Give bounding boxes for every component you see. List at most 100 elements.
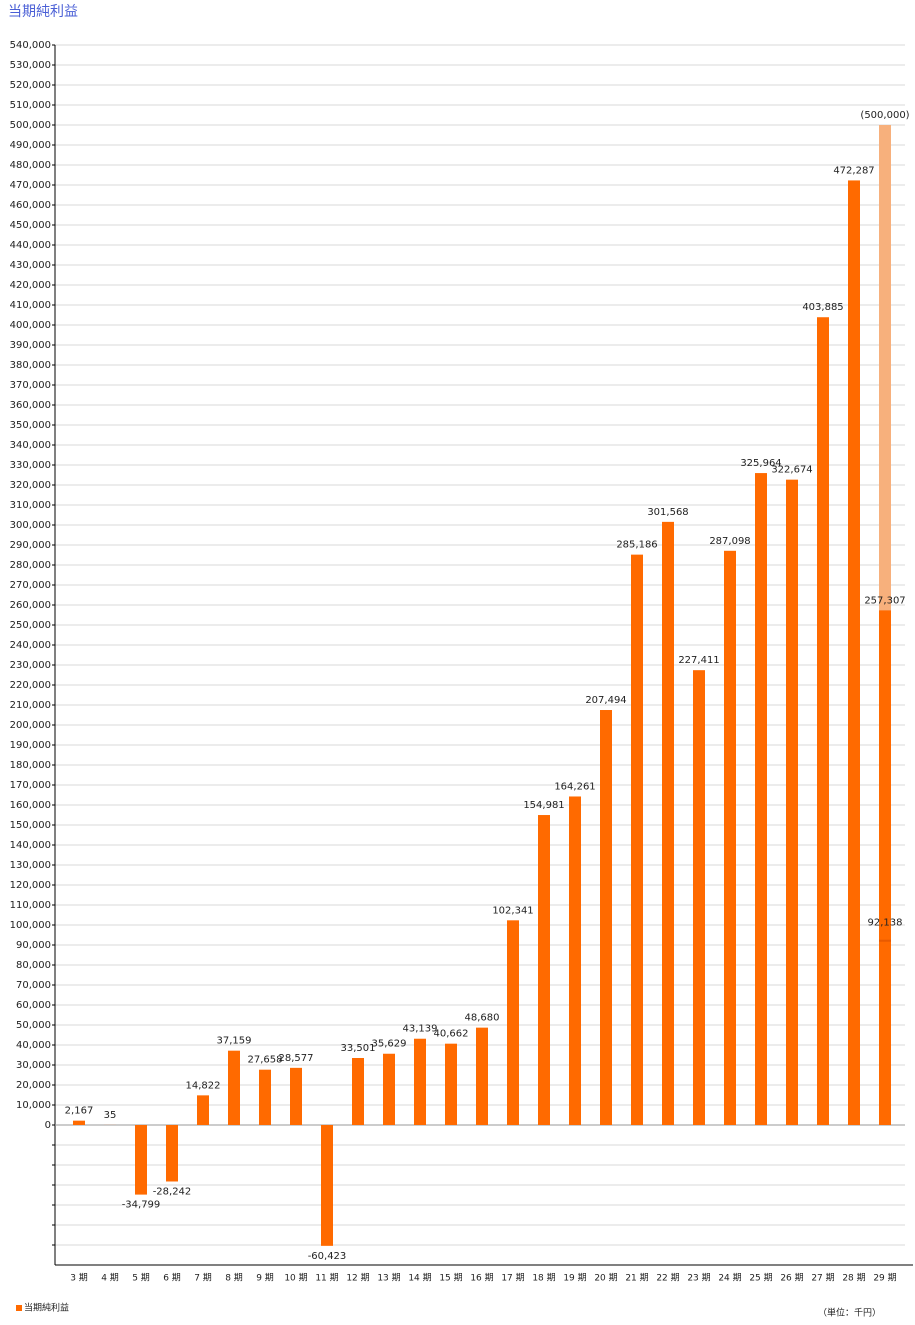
value-label: 403,885: [802, 302, 843, 313]
value-label: 102,341: [492, 905, 533, 916]
x-tick-label: 14 期: [408, 1273, 431, 1284]
y-tick-label: 320,000: [10, 480, 51, 491]
value-label: 48,680: [465, 1013, 500, 1024]
y-tick-label: 130,000: [10, 860, 51, 871]
bar: [631, 555, 643, 1125]
y-tick-label: 190,000: [10, 740, 51, 751]
y-tick-label: 440,000: [10, 240, 51, 251]
value-label: 285,186: [616, 540, 657, 551]
y-tick-label: 360,000: [10, 400, 51, 411]
y-tick-label: 330,000: [10, 460, 51, 471]
y-tick-label: 200,000: [10, 720, 51, 731]
x-tick-label: 25 期: [749, 1273, 772, 1284]
x-tick-label: 18 期: [532, 1273, 555, 1284]
y-tick-label: 10,000: [16, 1100, 51, 1111]
x-tick-label: 20 期: [594, 1273, 617, 1284]
bar: [879, 610, 891, 1125]
y-tick-label: 540,000: [10, 40, 51, 51]
x-tick-label: 28 期: [842, 1273, 865, 1284]
x-tick-label: 24 期: [718, 1273, 741, 1284]
legend-swatch: [16, 1305, 22, 1311]
x-tick-label: 6 期: [163, 1273, 181, 1284]
bar: [73, 1121, 85, 1125]
y-tick-label: 380,000: [10, 360, 51, 371]
x-tick-label: 23 期: [687, 1273, 710, 1284]
y-tick-label: 0: [45, 1120, 51, 1131]
bar: [693, 670, 705, 1125]
y-tick-label: 450,000: [10, 220, 51, 231]
value-label: 164,261: [554, 781, 595, 792]
y-tick-label: 530,000: [10, 60, 51, 71]
y-tick-label: 80,000: [16, 960, 51, 971]
x-tick-label: 4 期: [101, 1273, 119, 1284]
y-tick-label: 390,000: [10, 340, 51, 351]
bar: [197, 1095, 209, 1125]
y-tick-label: 340,000: [10, 440, 51, 451]
bar: [538, 815, 550, 1125]
x-tick-label: 12 期: [346, 1273, 369, 1284]
y-tick-label: 90,000: [16, 940, 51, 951]
y-tick-label: 410,000: [10, 300, 51, 311]
x-tick-label: 7 期: [194, 1273, 212, 1284]
x-tick-label: 22 期: [656, 1273, 679, 1284]
y-tick-label: 300,000: [10, 520, 51, 531]
bar: [724, 551, 736, 1125]
x-tick-label: 19 期: [563, 1273, 586, 1284]
y-tick-label: 40,000: [16, 1040, 51, 1051]
bar-marker: [879, 940, 891, 942]
value-label: 472,287: [833, 165, 874, 176]
x-tick-label: 8 期: [225, 1273, 243, 1284]
x-tick-label: 11 期: [315, 1273, 338, 1284]
y-tick-label: 120,000: [10, 880, 51, 891]
value-label: 207,494: [585, 695, 626, 706]
y-tick-label: 430,000: [10, 260, 51, 271]
y-tick-label: 210,000: [10, 700, 51, 711]
y-tick-label: 240,000: [10, 640, 51, 651]
y-tick-label: 480,000: [10, 160, 51, 171]
y-tick-label: 20,000: [16, 1080, 51, 1091]
y-tick-label: 350,000: [10, 420, 51, 431]
x-tick-label: 29 期: [873, 1273, 896, 1284]
y-tick-label: 370,000: [10, 380, 51, 391]
bar: [817, 317, 829, 1125]
value-label: 14,822: [186, 1080, 221, 1091]
y-tick-label: 260,000: [10, 600, 51, 611]
y-tick-label: 520,000: [10, 80, 51, 91]
value-label: -60,423: [308, 1251, 347, 1262]
bar: [414, 1039, 426, 1125]
y-tick-label: 220,000: [10, 680, 51, 691]
y-tick-label: 150,000: [10, 820, 51, 831]
y-tick-label: 490,000: [10, 140, 51, 151]
x-tick-label: 17 期: [501, 1273, 524, 1284]
y-tick-label: 170,000: [10, 780, 51, 791]
y-tick-label: 500,000: [10, 120, 51, 131]
bar: [166, 1125, 178, 1181]
y-tick-label: 310,000: [10, 500, 51, 511]
x-tick-label: 21 期: [625, 1273, 648, 1284]
value-label: 40,662: [434, 1029, 469, 1040]
bar: [848, 180, 860, 1125]
y-tick-label: 60,000: [16, 1000, 51, 1011]
value-label: -28,242: [153, 1186, 192, 1197]
value-label: 28,577: [279, 1053, 314, 1064]
value-label: 257,307: [864, 595, 905, 606]
y-tick-label: 180,000: [10, 760, 51, 771]
y-tick-label: 110,000: [10, 900, 51, 911]
value-label: 27,658: [248, 1055, 283, 1066]
y-tick-label: 50,000: [16, 1020, 51, 1031]
bar: [507, 920, 519, 1125]
bar: [755, 473, 767, 1125]
bar: [569, 796, 581, 1125]
y-tick-label: 270,000: [10, 580, 51, 591]
value-label: 35,629: [372, 1039, 407, 1050]
y-tick-label: 400,000: [10, 320, 51, 331]
y-tick-label: 470,000: [10, 180, 51, 191]
y-tick-label: 140,000: [10, 840, 51, 851]
x-tick-label: 27 期: [811, 1273, 834, 1284]
bar: [352, 1058, 364, 1125]
x-tick-label: 3 期: [70, 1273, 88, 1284]
value-label: -34,799: [122, 1200, 161, 1211]
value-label: 92,138: [868, 918, 903, 929]
y-tick-label: 280,000: [10, 560, 51, 571]
